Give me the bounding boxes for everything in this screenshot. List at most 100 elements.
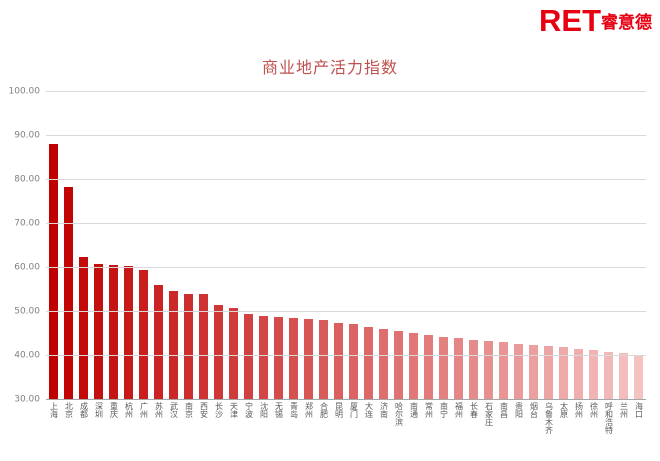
bar-slot [481, 92, 496, 400]
x-label-slot: 南宁 [436, 402, 451, 418]
bar-呼和浩特 [603, 351, 614, 400]
bar-西安 [198, 294, 209, 400]
y-tick-label: 100.00 [8, 86, 41, 97]
bar-slot [76, 92, 91, 400]
bar-slot [121, 92, 136, 400]
bar-天津 [228, 308, 239, 400]
gridline [46, 223, 646, 224]
x-label-slot: 长沙 [211, 402, 226, 418]
x-label-slot: 天津 [226, 402, 241, 418]
bar-slot [436, 92, 451, 400]
bar-slot [496, 92, 511, 400]
x-tick-label: 石家庄 [484, 402, 494, 426]
bar-济南 [378, 329, 389, 400]
x-tick-label: 北京 [64, 402, 74, 418]
x-label-slot: 沈阳 [256, 402, 271, 418]
bar-海口 [633, 355, 644, 400]
x-tick-label: 武汉 [169, 402, 179, 418]
x-label-slot: 福州 [451, 402, 466, 418]
y-tick-label: 40.00 [14, 350, 40, 361]
x-tick-label: 南宁 [439, 402, 449, 418]
bar-slot [166, 92, 181, 400]
x-tick-label: 南昌 [499, 402, 509, 418]
x-tick-label: 南京 [184, 402, 194, 418]
x-tick-label: 厦门 [349, 402, 359, 418]
y-tick-label: 70.00 [14, 218, 40, 229]
x-label-slot: 昆明 [331, 402, 346, 418]
x-label-slot: 杭州 [121, 402, 136, 418]
x-tick-label: 沈阳 [259, 402, 269, 418]
x-label-slot: 贵阳 [511, 402, 526, 418]
brand-chinese-name: 睿意德 [601, 12, 652, 33]
brand-ret-wordmark: RET [539, 3, 601, 38]
gridline [46, 135, 646, 136]
bar-slot [451, 92, 466, 400]
x-label-slot: 西安 [196, 402, 211, 418]
bar-长沙 [213, 304, 224, 400]
bar-slot [391, 92, 406, 400]
bar-slot [331, 92, 346, 400]
bar-郑州 [303, 319, 314, 400]
x-label-slot: 上海 [46, 402, 61, 418]
bar-北京 [63, 187, 74, 400]
bar-烟台 [528, 344, 539, 400]
bar-slot [136, 92, 151, 400]
x-label-slot: 广州 [136, 402, 151, 418]
bar-石家庄 [483, 341, 494, 400]
x-label-slot: 厦门 [346, 402, 361, 418]
x-label-slot: 长春 [466, 402, 481, 418]
bar-slot [196, 92, 211, 400]
x-label-slot: 乌鲁木齐 [541, 402, 556, 434]
x-tick-label: 青岛 [289, 402, 299, 418]
bar-slot [406, 92, 421, 400]
bar-厦门 [348, 324, 359, 400]
x-label-slot: 深圳 [91, 402, 106, 418]
x-tick-label: 长春 [469, 402, 479, 418]
bar-slot [346, 92, 361, 400]
gridline [46, 179, 646, 180]
x-label-slot: 北京 [61, 402, 76, 418]
x-label-slot: 南昌 [496, 402, 511, 418]
x-label-slot: 烟台 [526, 402, 541, 418]
x-label-slot: 石家庄 [481, 402, 496, 426]
x-axis-line [46, 399, 646, 400]
x-tick-label: 南通 [409, 402, 419, 418]
x-tick-label: 郑州 [304, 402, 314, 418]
bar-青岛 [288, 317, 299, 400]
bar-slot [286, 92, 301, 400]
bar-合肥 [318, 320, 329, 400]
x-tick-label: 徐州 [589, 402, 599, 418]
x-tick-label: 大连 [364, 402, 374, 418]
x-label-slot: 无锡 [271, 402, 286, 418]
x-label-slot: 济南 [376, 402, 391, 418]
x-label-slot: 苏州 [151, 402, 166, 418]
x-tick-label: 合肥 [319, 402, 329, 418]
bar-宁波 [243, 313, 254, 400]
bar-slot [376, 92, 391, 400]
bar-无锡 [273, 316, 284, 400]
bar-slot [541, 92, 556, 400]
bar-slot [46, 92, 61, 400]
gridline [46, 91, 646, 92]
x-label-slot: 宁波 [241, 402, 256, 418]
gridline [46, 267, 646, 268]
bar-slot [526, 92, 541, 400]
bar-乌鲁木齐 [543, 346, 554, 400]
bar-长春 [468, 339, 479, 400]
bars [46, 92, 646, 400]
x-label-slot: 徐州 [586, 402, 601, 418]
bar-slot [151, 92, 166, 400]
x-tick-label: 太原 [559, 402, 569, 418]
bar-深圳 [93, 263, 104, 400]
x-label-slot: 南通 [406, 402, 421, 418]
bar-哈尔滨 [393, 331, 404, 400]
x-tick-label: 天津 [229, 402, 239, 418]
x-label-slot: 扬州 [571, 402, 586, 418]
brand-logo: RET 睿意德 [539, 5, 652, 36]
x-tick-label: 杭州 [124, 402, 134, 418]
bar-slot [511, 92, 526, 400]
x-tick-label: 贵阳 [514, 402, 524, 418]
bar-slot [226, 92, 241, 400]
x-label-slot: 太原 [556, 402, 571, 418]
bar-太原 [558, 347, 569, 400]
